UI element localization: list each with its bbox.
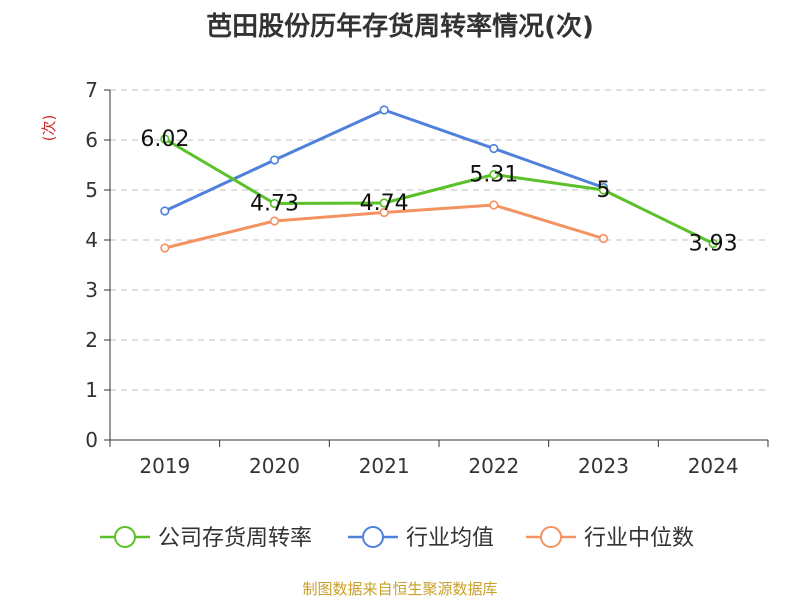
y-tick-label-5: 5 (85, 178, 98, 202)
legend-label-1: 行业均值 (406, 526, 494, 551)
data-label-2020: 4.73 (250, 192, 299, 217)
data-label-2019: 6.02 (140, 127, 189, 152)
point-1-2019 (160, 206, 170, 216)
data-labels: 6.02 4.73 4.74 5.31 5 3.93 (140, 127, 737, 257)
point-1-2021 (379, 105, 389, 115)
point-2-2020 (269, 216, 280, 226)
point-1-2020 (269, 155, 280, 165)
legend-marker-2 (540, 526, 562, 548)
legend-marker-1 (362, 526, 384, 548)
source-note: 制图数据来自恒生聚源数据库 (302, 580, 498, 598)
y-axis-unit-label: (次) (40, 115, 58, 142)
data-label-2024: 3.93 (689, 232, 738, 257)
legend-label-2: 行业中位数 (584, 526, 694, 551)
y-tick-label-0: 0 (85, 428, 98, 452)
chart-title: 芭田股份历年存货周转率情况(次) (206, 12, 594, 42)
y-tick-label-1: 1 (85, 378, 98, 402)
point-2-2022 (489, 200, 499, 210)
point-2-2021 (379, 207, 389, 218)
series-lines (160, 105, 718, 253)
x-tick-label-2022: 2022 (468, 454, 519, 478)
data-label-2023: 5 (597, 178, 611, 203)
legend: 公司存货周转率 行业均值 行业中位数 (100, 526, 694, 551)
y-tick-label-4: 4 (85, 228, 98, 252)
x-tick-label-2023: 2023 (578, 454, 629, 478)
y-tick-label-6: 6 (85, 128, 98, 152)
x-tick-label-2024: 2024 (688, 454, 739, 478)
y-tick-label-3: 3 (85, 278, 98, 302)
data-label-2022: 5.31 (469, 163, 518, 188)
series-line-0 (164, 137, 714, 245)
legend-marker-0 (114, 526, 136, 548)
legend-label-0: 公司存货周转率 (158, 526, 312, 551)
axes: 0 1 2 3 4 5 6 7 (次) 2019 2020 2021 2022 2023 2024 (40, 78, 769, 478)
point-0-2023 (598, 185, 609, 195)
point-2-2019 (160, 243, 170, 253)
point-0-2024 (708, 238, 718, 249)
point-0-2022 (489, 169, 499, 180)
point-0-2020 (269, 198, 280, 209)
x-tick-label-2020: 2020 (249, 454, 300, 478)
y-tick-label-7: 7 (85, 78, 98, 102)
point-0-2021 (379, 198, 389, 208)
point-2-2023 (598, 233, 609, 244)
point-0-2019 (160, 134, 170, 144)
x-tick-label-2019: 2019 (139, 454, 190, 478)
data-label-2021: 4.74 (360, 191, 409, 216)
x-tick-label-2021: 2021 (359, 454, 410, 478)
point-1-2022 (489, 143, 499, 154)
grid-lines (110, 89, 768, 391)
y-tick-label-2: 2 (85, 328, 98, 352)
